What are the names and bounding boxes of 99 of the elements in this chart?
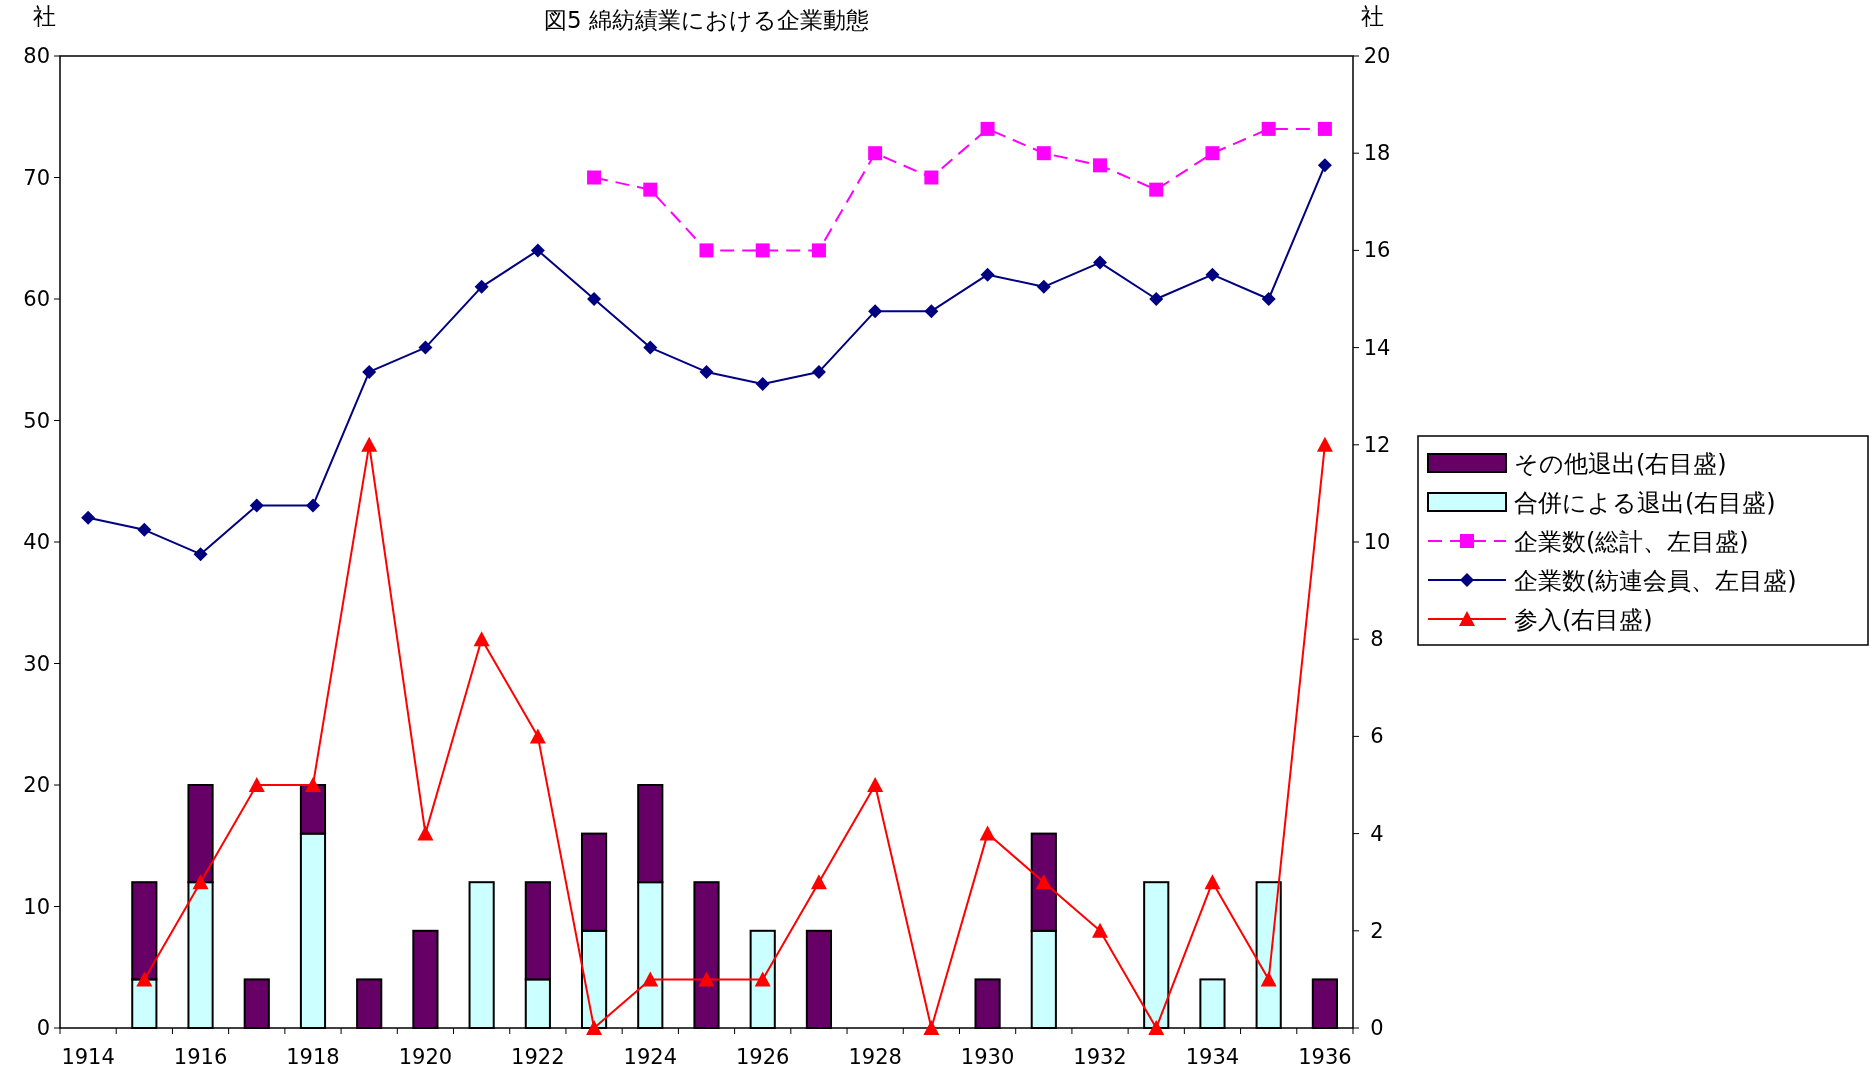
point <box>1260 971 1277 987</box>
point <box>643 182 658 197</box>
point <box>417 825 434 841</box>
point <box>924 304 939 319</box>
y2-tick-label: 2 <box>1370 918 1384 943</box>
title: 図5 綿紡績業における企業動態 <box>544 7 869 33</box>
point <box>1035 874 1052 890</box>
y2-tick-label: 12 <box>1363 432 1391 457</box>
legend-label: 参入(右目盛) <box>1514 606 1653 634</box>
point <box>1036 146 1051 161</box>
point <box>754 971 771 987</box>
point <box>1093 158 1108 173</box>
point <box>810 874 827 890</box>
x-tick-label: 1936 <box>1298 1045 1352 1069</box>
y-tick-label: 30 <box>23 651 50 676</box>
point <box>193 547 208 562</box>
x-tick-label: 1932 <box>1073 1045 1127 1069</box>
point <box>979 825 996 841</box>
y-tick-label: 20 <box>23 773 50 797</box>
point <box>192 874 209 890</box>
point <box>811 364 826 379</box>
point <box>136 971 153 987</box>
point <box>304 777 321 792</box>
legend-label: 合併による退出(右目盛) <box>1514 489 1776 517</box>
point <box>1205 267 1220 282</box>
point <box>1204 874 1221 890</box>
point <box>1092 922 1109 938</box>
y-tick-label: 80 <box>23 44 50 68</box>
x-tick-label: 1920 <box>398 1045 453 1069</box>
point <box>867 777 884 792</box>
point <box>642 971 659 987</box>
point <box>587 292 602 306</box>
y-tick-label: 40 <box>23 530 50 554</box>
point <box>305 498 320 513</box>
point <box>698 971 715 987</box>
point <box>1205 146 1220 161</box>
y-tick-label: 50 <box>23 408 50 433</box>
point <box>980 121 995 136</box>
point <box>249 498 264 513</box>
point <box>1036 279 1051 294</box>
point <box>1093 255 1108 270</box>
y2-tick-label: 16 <box>1363 238 1391 263</box>
point <box>530 243 545 258</box>
point <box>1317 158 1332 173</box>
point <box>1316 436 1333 452</box>
legend-label: その他退出(右目盛) <box>1514 450 1727 478</box>
y2-tick-label: 0 <box>1370 1016 1384 1040</box>
y-tick-label: 10 <box>23 894 50 919</box>
x-tick-label: 1922 <box>511 1045 565 1069</box>
point <box>1261 121 1276 136</box>
y2-tick-label: 6 <box>1370 724 1384 749</box>
point <box>868 146 883 161</box>
point <box>587 170 602 185</box>
point <box>248 777 265 792</box>
point <box>1149 292 1164 306</box>
x-tick-label: 1918 <box>286 1045 340 1069</box>
point <box>529 728 546 744</box>
point <box>868 304 883 319</box>
point <box>473 631 490 647</box>
point <box>923 1020 940 1035</box>
x-tick-label: 1914 <box>61 1045 115 1069</box>
y2-tick-label: 14 <box>1363 335 1391 360</box>
point <box>1317 121 1332 136</box>
point <box>418 340 433 355</box>
point <box>699 243 714 258</box>
x-tick-label: 1928 <box>848 1045 902 1069</box>
point <box>755 243 770 258</box>
x-tick-label: 1934 <box>1185 1045 1240 1069</box>
y-tick-label: 60 <box>23 287 50 311</box>
y-tick-label: 70 <box>23 165 50 190</box>
x-tick-label: 1916 <box>173 1045 228 1069</box>
y-tick-label: 0 <box>36 1016 50 1040</box>
point <box>1148 1020 1165 1035</box>
legend-label: 企業数(総計、左目盛) <box>1514 528 1749 556</box>
point <box>1149 182 1164 197</box>
legend-label: 企業数(紡連会員、左目盛) <box>1514 567 1797 595</box>
point <box>699 364 714 379</box>
y2-tick-label: 18 <box>1363 141 1391 166</box>
point <box>361 436 378 452</box>
point <box>81 510 96 525</box>
point <box>980 267 995 282</box>
y2-tick-label: 10 <box>1363 530 1391 554</box>
point <box>362 364 377 379</box>
point <box>474 279 489 294</box>
y-axis-title: 社 <box>32 3 56 29</box>
y2-tick-label: 4 <box>1370 821 1384 846</box>
point <box>1261 292 1276 306</box>
x-tick-label: 1926 <box>735 1045 790 1069</box>
x-tick-label: 1924 <box>623 1045 678 1069</box>
point <box>586 1020 603 1035</box>
point <box>811 243 826 258</box>
point <box>643 340 658 355</box>
x-tick-label: 1930 <box>960 1045 1015 1069</box>
y2-tick-label: 8 <box>1370 627 1384 652</box>
y2-axis-title: 社 <box>1360 3 1384 29</box>
point <box>137 522 152 537</box>
point <box>924 170 939 185</box>
point <box>755 377 770 392</box>
y2-tick-label: 20 <box>1363 44 1391 68</box>
